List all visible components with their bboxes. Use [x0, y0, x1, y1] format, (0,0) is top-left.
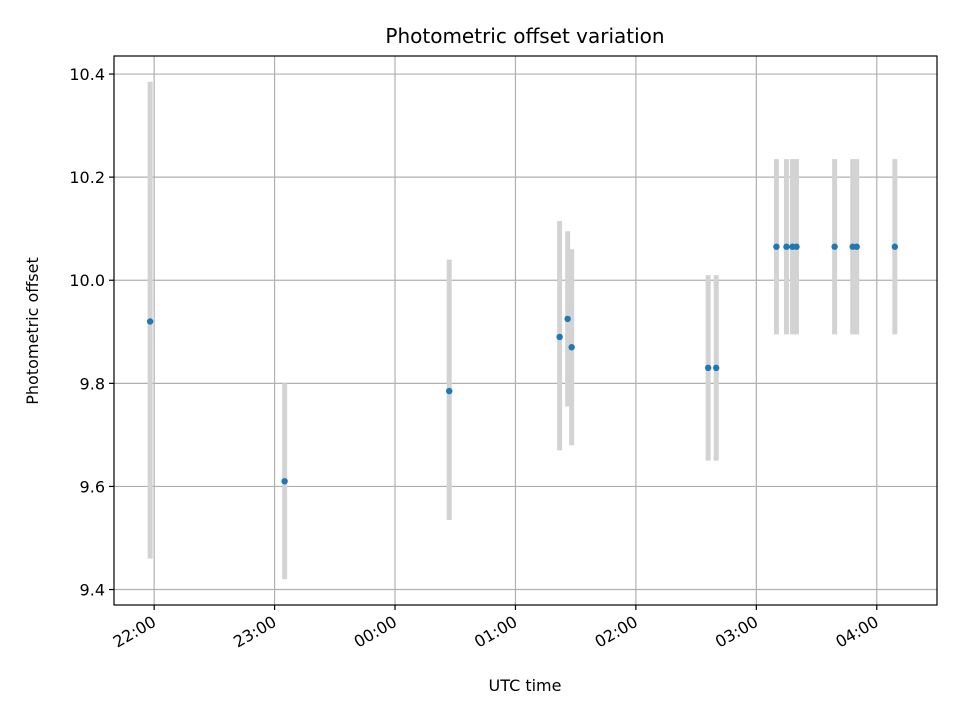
data-point — [793, 243, 800, 250]
data-point — [568, 344, 575, 351]
x-tick-label: 23:00 — [230, 612, 279, 652]
x-tick-label: 03:00 — [712, 612, 761, 652]
plot-frame — [113, 55, 938, 606]
data-point — [853, 243, 860, 250]
data-points — [146, 243, 899, 485]
data-point — [704, 364, 712, 372]
data-point — [783, 243, 790, 250]
data-point — [891, 243, 899, 250]
x-tick-label: 02:00 — [591, 612, 640, 652]
x-tick-label: 04:00 — [832, 612, 881, 652]
y-tick-label: 9.4 — [80, 581, 105, 600]
y-tick-label: 10.4 — [69, 65, 105, 84]
grid-lines — [114, 56, 937, 605]
data-point — [712, 364, 720, 372]
x-axis-ticks: 22:00 23:00 00:00 01:00 02:00 03:00 04:00 — [110, 605, 882, 652]
error-bars — [147, 81, 898, 580]
y-tick-label: 10.0 — [69, 271, 105, 290]
data-point — [556, 333, 563, 341]
data-point — [564, 315, 571, 323]
x-tick-label: 22:00 — [110, 612, 159, 652]
x-tick-label: 00:00 — [351, 612, 400, 652]
data-point — [831, 243, 838, 250]
data-point — [146, 318, 154, 325]
data-point — [281, 478, 288, 485]
chart-title: Photometric offset variation — [385, 24, 664, 48]
y-tick-label: 9.6 — [80, 477, 105, 496]
y-tick-label: 9.8 — [80, 374, 105, 393]
x-axis-label: UTC time — [489, 676, 562, 695]
y-tick-label: 10.2 — [69, 168, 105, 187]
x-tick-label: 01:00 — [471, 612, 520, 652]
data-point — [773, 243, 780, 250]
y-axis-label: Photometric offset — [23, 257, 42, 405]
y-axis-ticks: 9.4 9.6 9.8 10.0 10.2 10.4 — [69, 65, 114, 600]
data-point — [446, 387, 453, 395]
